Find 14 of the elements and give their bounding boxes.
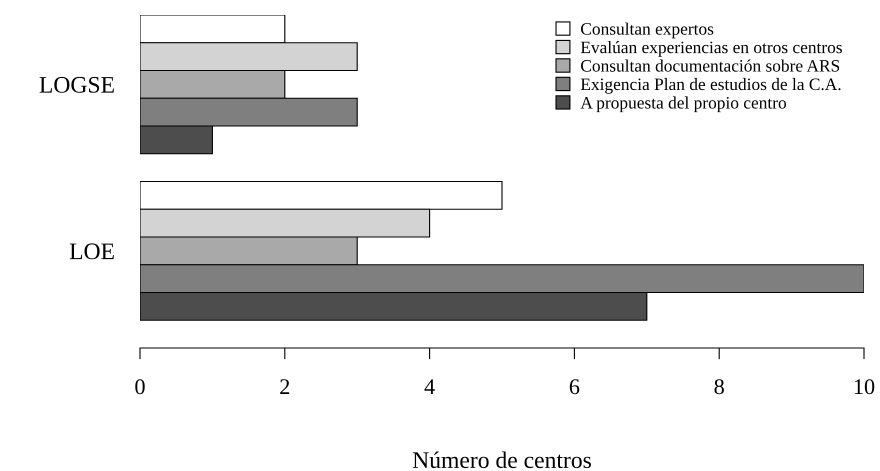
legend-label: A propuesta del propio centro bbox=[580, 96, 786, 112]
x-tick-label: 0 bbox=[135, 379, 145, 394]
x-tick-label: 10 bbox=[854, 379, 874, 394]
y-tick-label: LOE bbox=[70, 243, 114, 260]
legend-label: Consultan expertos bbox=[581, 22, 714, 38]
x-axis-title: Número de centros bbox=[412, 451, 591, 468]
legend-label: Consultan documentación sobre ARS bbox=[581, 59, 840, 72]
legend-label: Exigencia Plan de estudios de la C.A. bbox=[580, 78, 841, 94]
legend-label: Evalúan experiencias en otros centros bbox=[580, 41, 842, 57]
x-tick-label: 2 bbox=[280, 379, 290, 394]
y-tick-label: LOGSE bbox=[40, 76, 114, 93]
x-tick-label: 4 bbox=[424, 379, 435, 394]
x-tick-label: 6 bbox=[570, 379, 580, 394]
x-tick-label: 8 bbox=[714, 379, 724, 394]
